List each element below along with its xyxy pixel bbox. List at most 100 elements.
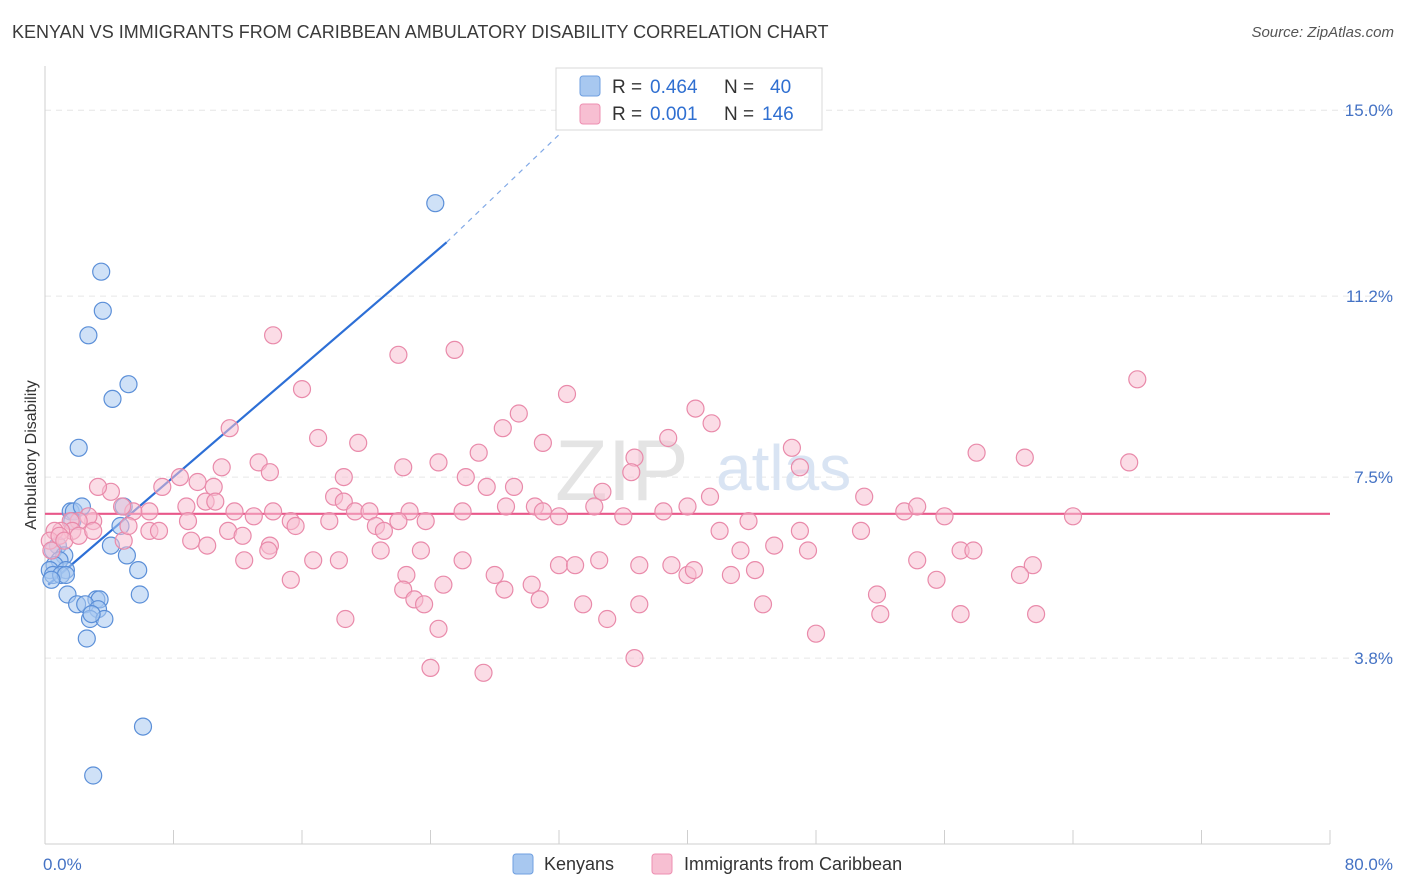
point-caribbean (140, 502, 159, 521)
point-caribbean (964, 541, 983, 560)
point-caribbean (530, 590, 549, 609)
x-tick-label-max: 80.0% (1345, 855, 1393, 874)
point-caribbean (453, 551, 472, 570)
point-caribbean (630, 595, 649, 614)
point-caribbean (170, 468, 189, 487)
point-caribbean (851, 521, 871, 541)
point-kenyans (69, 438, 88, 457)
point-caribbean (1010, 565, 1030, 585)
point-kenyans (84, 766, 103, 785)
point-caribbean (485, 565, 504, 585)
point-caribbean (700, 487, 720, 506)
bottom-legend-swatch-kenyans (512, 853, 534, 875)
y-tick-labels: 3.8% 7.5% 11.2% 15.0% (1345, 101, 1393, 668)
point-kenyans (93, 301, 112, 320)
point-caribbean (782, 438, 802, 457)
point-caribbean (927, 570, 946, 589)
point-caribbean (371, 541, 390, 560)
legend-n-value-caribbean: 146 (762, 104, 794, 125)
point-caribbean (149, 521, 169, 541)
grid-lines (45, 109, 1393, 659)
point-caribbean (625, 648, 644, 668)
point-caribbean (533, 502, 553, 521)
trend-line-extension-kenyans (446, 134, 560, 243)
legend-r-value-caribbean: 0.001 (650, 104, 698, 125)
legend-n-label-kenyans: N = (724, 77, 754, 98)
point-caribbean (593, 482, 612, 501)
y-tick-label: 3.8% (1354, 649, 1393, 668)
point-caribbean (565, 556, 585, 575)
point-caribbean (678, 497, 697, 516)
point-caribbean (477, 477, 496, 496)
point-kenyans (426, 194, 445, 213)
point-caribbean (686, 399, 705, 418)
point-caribbean (710, 521, 729, 541)
point-caribbean (178, 511, 198, 531)
point-caribbean (416, 511, 435, 531)
legend-swatch-caribbean (579, 103, 601, 125)
point-caribbean (557, 384, 577, 404)
point-caribbean (198, 536, 217, 555)
x-tick-label-min: 0.0% (43, 855, 82, 874)
point-caribbean (1015, 448, 1034, 467)
point-caribbean (429, 619, 448, 638)
point-caribbean (871, 604, 890, 624)
point-caribbean (1063, 507, 1083, 526)
point-caribbean (654, 502, 673, 521)
y-tick-label: 15.0% (1345, 101, 1393, 120)
point-caribbean (549, 507, 569, 526)
point-caribbean (806, 624, 826, 643)
point-caribbean (731, 541, 750, 560)
point-kenyans (92, 262, 111, 281)
point-caribbean (549, 556, 569, 575)
point-caribbean (336, 609, 355, 629)
point-caribbean (630, 556, 649, 575)
point-caribbean (739, 511, 758, 531)
point-caribbean (504, 477, 524, 496)
point-caribbean (662, 556, 681, 575)
point-caribbean (334, 468, 353, 487)
point-caribbean (798, 541, 818, 560)
point-caribbean (573, 595, 593, 614)
legend-r-value-kenyans: 0.464 (650, 77, 698, 98)
point-caribbean (389, 345, 408, 364)
legend-n-value-kenyans: 40 (770, 77, 791, 98)
point-caribbean (474, 663, 493, 682)
point-caribbean (264, 326, 283, 345)
point-caribbean (967, 443, 986, 462)
point-caribbean (286, 516, 305, 536)
point-caribbean (1023, 556, 1042, 575)
point-caribbean (264, 502, 283, 521)
point-kenyans (130, 585, 149, 604)
point-caribbean (493, 419, 512, 438)
point-caribbean (421, 658, 440, 678)
point-caribbean (84, 521, 103, 541)
point-caribbean (244, 507, 263, 526)
bottom-legend-label-caribbean: Immigrants from Caribbean (684, 854, 902, 874)
point-caribbean (182, 531, 201, 550)
point-caribbean (188, 472, 207, 492)
point-caribbean (585, 497, 604, 516)
point-caribbean (1128, 370, 1147, 389)
point-kenyans (129, 560, 148, 580)
point-caribbean (225, 502, 244, 521)
point-caribbean (908, 497, 927, 516)
legend-n-label-caribbean: N = (724, 104, 754, 125)
point-caribbean (935, 507, 954, 526)
point-caribbean (394, 458, 413, 477)
point-caribbean (415, 595, 434, 614)
point-caribbean (1120, 453, 1139, 472)
point-caribbean (389, 511, 408, 531)
point-caribbean (867, 585, 887, 604)
point-caribbean (469, 443, 488, 462)
point-caribbean (753, 595, 773, 614)
point-caribbean (259, 541, 278, 560)
point-caribbean (309, 428, 328, 448)
y-axis-title: Ambulatory Disability (23, 380, 40, 529)
point-caribbean (721, 565, 741, 585)
point-caribbean (509, 404, 528, 423)
point-caribbean (434, 575, 453, 594)
point-caribbean (329, 551, 348, 570)
point-caribbean (790, 521, 810, 541)
point-caribbean (598, 609, 617, 629)
